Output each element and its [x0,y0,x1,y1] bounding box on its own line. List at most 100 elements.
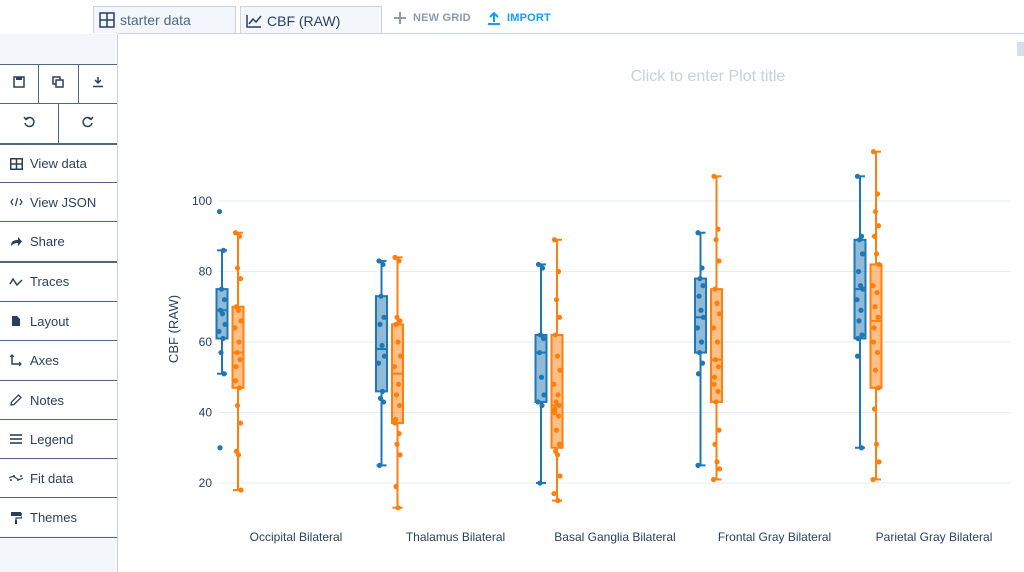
data-point [234,349,240,356]
new-grid-button[interactable]: NEW GRID [393,9,471,27]
data-point [221,297,228,303]
data-point [391,364,398,370]
data-point [695,371,702,377]
tab-label: CBF (RAW) [267,12,341,29]
sidebar-item-fit-data[interactable]: Fit data [0,458,117,497]
box [694,277,707,354]
data-point [551,237,558,243]
data-point [715,364,722,370]
data-point [696,349,703,356]
data-point [378,293,384,299]
data-point [233,364,239,370]
data-point [695,230,701,236]
undo-icon [23,115,35,133]
plot-title[interactable]: Click to enter Plot title [630,68,786,85]
data-point [876,261,882,268]
sidebar-item-label: Legend [30,431,74,447]
data-point [377,321,383,327]
data-point [540,335,547,342]
data-point [393,392,400,398]
import-button[interactable]: IMPORT [487,9,551,27]
data-point [552,332,559,338]
data-point [716,311,723,317]
code-icon [9,195,23,209]
sidebar-item-axes[interactable]: Axes [0,340,117,379]
save-button[interactable] [0,65,40,103]
redo-button[interactable] [59,104,117,143]
data-point [872,304,878,310]
plus-icon [393,11,407,25]
sidebar-item-label: Fit data [30,470,74,486]
data-point [855,268,862,275]
data-point [700,283,706,289]
data-point [555,413,562,419]
data-point [396,431,402,437]
sidebar-item-share[interactable]: Share [0,221,117,260]
x-tick-label: Frontal Gray Bilateral [718,530,831,544]
data-point [393,321,399,327]
data-point [218,286,225,292]
undo-button[interactable] [0,104,59,143]
data-point [552,448,559,454]
data-point [537,332,544,338]
download-button[interactable] [78,65,117,103]
data-point [556,441,563,447]
box [550,333,564,449]
layout-icon [9,314,23,328]
tab-cbf-raw[interactable]: CBF (RAW) [240,6,382,34]
x-tick-label: Thalamus Bilateral [406,530,505,544]
data-point [541,392,547,398]
tab-starter-data[interactable]: starter data [93,6,236,33]
duplicate-button[interactable] [39,65,79,103]
sidebar-item-notes[interactable]: Notes [0,380,117,419]
data-point [712,286,718,292]
data-point [698,339,705,345]
data-point [710,476,717,483]
data-point [873,441,880,447]
data-point [218,349,224,356]
line-chart-icon [245,13,263,29]
sidebar-item-legend[interactable]: Legend [0,419,117,458]
resize-handle[interactable] [1017,42,1024,56]
data-point [711,374,718,380]
data-point [553,427,560,433]
data-point [870,149,877,155]
fit-data-icon [9,471,23,485]
sidebar-item-themes[interactable]: Themes [0,497,117,536]
sidebar-item-view-data[interactable]: View data [0,143,117,182]
box [853,238,867,340]
data-point [871,233,878,239]
data-point [714,300,720,306]
sidebar-item-traces[interactable]: Traces [0,261,117,300]
top-bar: starter data CBF (RAW) NEW GRID IMPORT [0,0,1024,34]
sidebar-item-label: Share [30,233,65,249]
sidebar-toolbar-row-2 [0,103,117,143]
data-point [712,357,719,363]
data-point [870,283,876,289]
data-point [396,402,403,409]
save-icon [13,75,25,93]
data-point [397,353,404,359]
sidebar-item-layout[interactable]: Layout [0,301,117,340]
data-point [698,307,704,313]
data-point [716,466,723,472]
data-point [376,258,382,264]
redo-icon [82,115,94,133]
data-point [700,314,707,320]
data-point [393,483,399,490]
pencil-icon [9,393,23,407]
data-point [555,268,562,275]
data-point [397,318,403,324]
box [534,333,548,403]
data-point [236,233,243,239]
data-point [233,304,240,310]
data-point [537,480,543,486]
data-point [858,307,864,313]
data-point [694,325,701,331]
data-point [376,462,383,468]
data-point [237,275,244,282]
sidebar-item-view-json[interactable]: View JSON [0,182,117,221]
x-tick-label: Basal Ganglia Bilateral [554,530,675,544]
data-point [713,399,719,405]
